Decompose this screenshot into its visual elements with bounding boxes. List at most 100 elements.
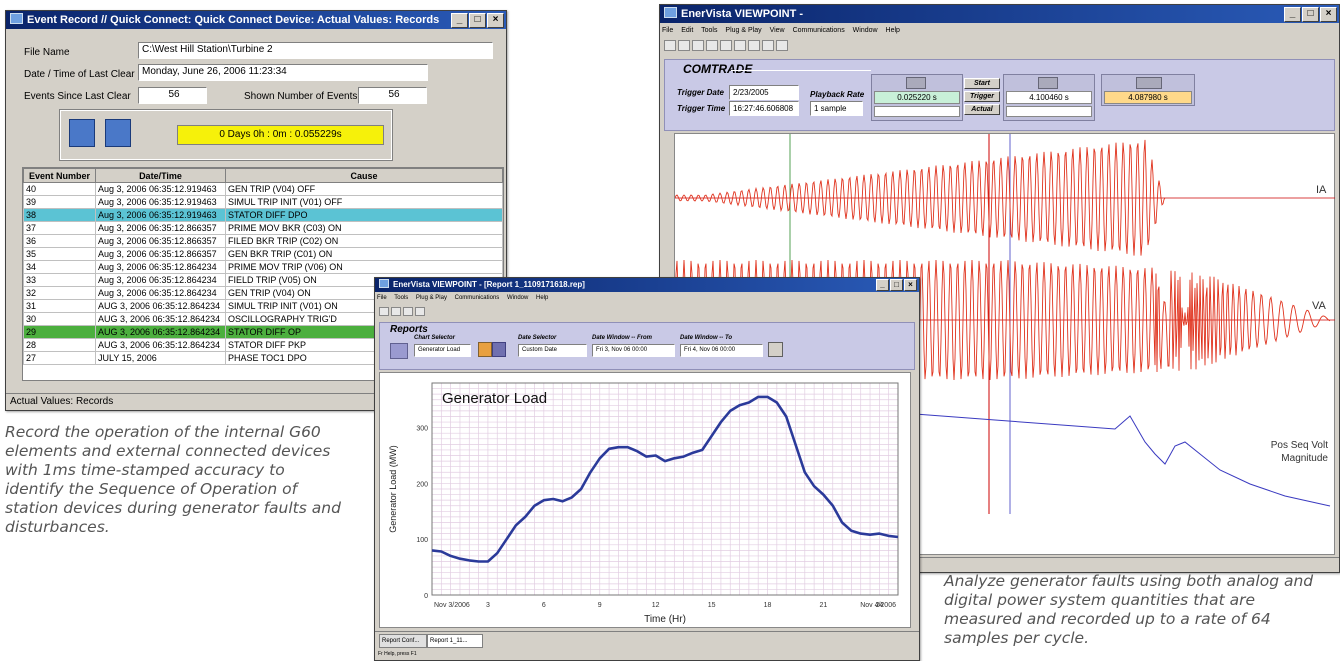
trigger-button[interactable]: Trigger xyxy=(964,91,1000,102)
connect-icon[interactable] xyxy=(720,39,732,51)
event-number-cell: 40 xyxy=(23,182,96,196)
column-cause[interactable]: Cause xyxy=(225,168,503,183)
x-tick-label: 3 xyxy=(486,602,490,609)
table-row[interactable]: 39 Aug 3, 2006 06:35:12.919463 SIMUL TRIP … xyxy=(23,195,503,209)
menu-communications[interactable]: Communications xyxy=(792,27,845,34)
properties-icon[interactable] xyxy=(403,306,413,316)
menu-window[interactable]: Window xyxy=(852,27,878,34)
cursor1-scrollbar[interactable] xyxy=(874,106,960,117)
open-icon[interactable] xyxy=(379,306,389,316)
report-titlebar[interactable]: EnerVista VIEWPOINT - [Report 1_11091716… xyxy=(375,278,919,292)
menu-tools[interactable]: Tools xyxy=(394,295,409,301)
chart-view-icon[interactable] xyxy=(478,342,492,357)
table-row[interactable]: 40 Aug 3, 2006 06:35:12.919463 GEN TRIP (V… xyxy=(23,182,503,196)
date-from-value: Fri 3, Nov 06 00:00 xyxy=(596,347,648,353)
cause-cell: PRIME MOV BKR (C03) ON xyxy=(225,221,503,235)
actual-button[interactable]: Actual xyxy=(964,104,1000,115)
close-button[interactable]: × xyxy=(487,13,504,28)
date-time-cell: Aug 3, 2006 06:35:12.866357 xyxy=(95,247,226,261)
table-row[interactable]: 38 Aug 3, 2006 06:35:12.919463 STATOR DIFF… xyxy=(23,208,503,222)
tab-report-config[interactable]: Report Conf... xyxy=(379,634,427,648)
menu-communications[interactable]: Communications xyxy=(454,295,500,301)
table-row[interactable]: 36 Aug 3, 2006 06:35:12.866357 FILED BKR T… xyxy=(23,234,503,248)
stop-icon[interactable] xyxy=(762,39,774,51)
date-time-cell: Aug 3, 2006 06:35:12.866357 xyxy=(95,234,226,248)
trace-label-pos-seq-2: Magnitude xyxy=(1281,453,1328,464)
maximize-button[interactable]: □ xyxy=(890,279,903,291)
time-delta-group: 0 Days 0h : 0m : 0.055229s xyxy=(59,109,393,161)
cursor1-button-icon[interactable] xyxy=(69,119,95,147)
date-time-cell: JULY 15, 2006 xyxy=(95,351,226,365)
maximize-button[interactable]: □ xyxy=(469,13,486,28)
date-selector-value: Custom Date xyxy=(522,347,558,353)
date-time-cell: Aug 3, 2006 06:35:12.864234 xyxy=(95,260,226,274)
print-icon[interactable] xyxy=(692,39,704,51)
cursor1-box: 0.025220 s xyxy=(871,74,963,121)
cursor1-value: 0.025220 s xyxy=(874,91,960,104)
table-row[interactable]: 29 AUG 3, 2006 06:35:12.864234 STATOR DIFF… xyxy=(23,325,503,339)
date-time-cell: Aug 3, 2006 06:35:12.864234 xyxy=(95,286,226,300)
minimize-button[interactable]: _ xyxy=(1284,7,1301,22)
column-event-number[interactable]: Event Number xyxy=(23,168,96,183)
zoom-icon[interactable] xyxy=(776,39,788,51)
cursor1-icon[interactable] xyxy=(906,77,926,89)
edit-icon[interactable] xyxy=(706,39,718,51)
table-row[interactable]: 34 Aug 3, 2006 06:35:12.864234 PRIME MOV T… xyxy=(23,260,503,274)
column-date-time[interactable]: Date/Time xyxy=(95,168,226,183)
chart-icon[interactable] xyxy=(734,39,746,51)
chart-selector-value: Generator Load xyxy=(418,347,461,353)
menu-edit[interactable]: Edit xyxy=(681,27,694,34)
close-button[interactable]: × xyxy=(904,279,917,291)
date-selector-dropdown[interactable]: Custom Date xyxy=(518,344,587,357)
cursor2-icon[interactable] xyxy=(1038,77,1058,89)
menu-plug-play[interactable]: Plug & Play xyxy=(725,27,762,34)
x-tick-label: 24 xyxy=(875,602,883,609)
start-button[interactable]: Start xyxy=(964,78,1000,89)
event-record-titlebar[interactable]: Event Record // Quick Connect: Quick Con… xyxy=(6,11,506,29)
playback-rate-field[interactable]: 1 sample xyxy=(810,101,863,116)
edit-icon[interactable] xyxy=(391,306,401,316)
menu-tools[interactable]: Tools xyxy=(701,27,718,34)
date-to-field[interactable]: Fri 4, Nov 06 00:00 xyxy=(680,344,763,357)
viewpoint-titlebar[interactable]: EnerVista VIEWPOINT - _ □ × xyxy=(660,5,1339,23)
menu-help[interactable]: Help xyxy=(536,295,549,301)
tab-report-1[interactable]: Report 1_11... xyxy=(427,634,483,648)
trigger-date-field: 2/23/2005 xyxy=(729,85,799,100)
menu-plug-play[interactable]: Plug & Play xyxy=(415,295,447,301)
report-statusbar: Fr Help, press F1 xyxy=(375,649,919,660)
minimize-button[interactable]: _ xyxy=(876,279,889,291)
reports-icon xyxy=(390,343,408,359)
comtrade-panel: COMTRADE Trigger Date 2/23/2005 Trigger … xyxy=(664,59,1335,131)
table-row[interactable]: 37 Aug 3, 2006 06:35:12.866357 PRIME MOV B… xyxy=(23,221,503,235)
menu-window[interactable]: Window xyxy=(506,295,529,301)
menu-view[interactable]: View xyxy=(769,27,785,34)
print-icon[interactable] xyxy=(415,306,425,316)
refresh-icon[interactable] xyxy=(768,342,783,357)
event-number-cell: 36 xyxy=(23,234,96,248)
maximize-button[interactable]: □ xyxy=(1302,7,1319,22)
cursor2-box: 4.100460 s xyxy=(1003,74,1095,121)
chart-selector-dropdown[interactable]: Generator Load xyxy=(414,344,471,357)
table-row[interactable]: 35 Aug 3, 2006 06:35:12.866357 GEN BKR TRI… xyxy=(23,247,503,261)
save-icon[interactable] xyxy=(678,39,690,51)
events-table: Event Number Date/Time Cause 40 Aug 3, 20… xyxy=(23,168,503,365)
event-number-cell: 34 xyxy=(23,260,96,274)
cursor2-scrollbar[interactable] xyxy=(1006,106,1092,117)
viewpoint-toolbar xyxy=(660,38,1339,52)
date-from-field[interactable]: Fri 3, Nov 06 00:00 xyxy=(592,344,675,357)
open-icon[interactable] xyxy=(664,39,676,51)
table-view-icon[interactable] xyxy=(492,342,506,357)
close-button[interactable]: × xyxy=(1320,7,1337,22)
menu-file[interactable]: File xyxy=(377,295,387,301)
event-record-window: Event Record // Quick Connect: Quick Con… xyxy=(5,10,507,411)
x-tick-label: 18 xyxy=(764,602,772,609)
window-icon xyxy=(10,13,23,24)
caption-left: Record the operation of the internal G60… xyxy=(5,423,341,536)
minimize-button[interactable]: _ xyxy=(451,13,468,28)
events-since-label: Events Since Last Clear xyxy=(24,91,131,102)
menu-help[interactable]: Help xyxy=(885,27,900,34)
play-icon[interactable] xyxy=(748,39,760,51)
cursor2-button-icon[interactable] xyxy=(105,119,131,147)
menu-file[interactable]: File xyxy=(662,27,674,34)
x-tick-label: Nov 4/2006 xyxy=(860,602,896,609)
